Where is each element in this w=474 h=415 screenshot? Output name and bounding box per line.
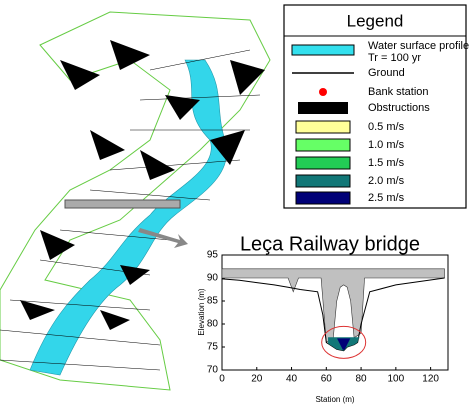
- legend-title: Legend: [347, 11, 404, 30]
- legend-label: Water surface profile: [368, 40, 469, 52]
- legend-label: 0.5 m/s: [368, 121, 405, 133]
- y-tick-label: 95: [207, 250, 219, 261]
- legend-label: Obstructions: [368, 102, 430, 114]
- legend-swatch: [295, 120, 351, 134]
- section-lines: [0, 49, 261, 371]
- legend-label: Bank station: [368, 86, 429, 98]
- bridge-deck: [64, 199, 181, 209]
- terrain-view: [0, 11, 271, 391]
- legend-swatch: [295, 156, 351, 170]
- legend-label: 1.0 m/s: [368, 139, 405, 151]
- legend-swatch: [291, 44, 355, 56]
- legend-swatch: [295, 174, 351, 188]
- river: [29, 59, 227, 376]
- y-tick-label: 90: [207, 273, 219, 284]
- obstruction-shapes: [20, 40, 265, 330]
- y-tick-label: 70: [207, 365, 219, 376]
- legend-label: 2.0 m/s: [368, 175, 405, 187]
- pointer-arrow: [138, 228, 188, 248]
- legend-sublabel: Tr = 100 yr: [368, 52, 421, 64]
- legend-label: Ground: [368, 67, 405, 79]
- y-tick-label: 80: [207, 319, 219, 330]
- x-tick-label: 100: [388, 374, 405, 385]
- legend-swatch: [298, 102, 348, 114]
- legend-label: 2.5 m/s: [368, 192, 405, 204]
- legend-swatch: [295, 191, 351, 205]
- x-tick-label: 120: [422, 374, 439, 385]
- obstruction: [221, 268, 445, 343]
- x-tick-label: 20: [251, 374, 263, 385]
- chart-title: Leça Railway bridge: [240, 233, 420, 255]
- terrain-outline: [0, 11, 271, 391]
- inset-chart: Leça Railway bridge Station (m) Elevatio…: [197, 233, 449, 404]
- x-tick-label: 60: [321, 374, 333, 385]
- legend-swatch: [319, 88, 327, 96]
- x-axis-label: Station (m): [315, 395, 354, 404]
- x-tick-label: 40: [286, 374, 298, 385]
- y-tick-label: 75: [207, 342, 219, 353]
- highlight-circle: [321, 325, 367, 359]
- legend-swatch: [295, 138, 351, 152]
- y-axis-label: Elevation (m): [197, 288, 206, 335]
- y-tick-label: 85: [207, 296, 219, 307]
- legend-label: 1.5 m/s: [368, 157, 405, 169]
- high-velocity: [336, 337, 351, 350]
- x-tick-label: 80: [356, 374, 368, 385]
- x-tick-label: 0: [219, 374, 225, 385]
